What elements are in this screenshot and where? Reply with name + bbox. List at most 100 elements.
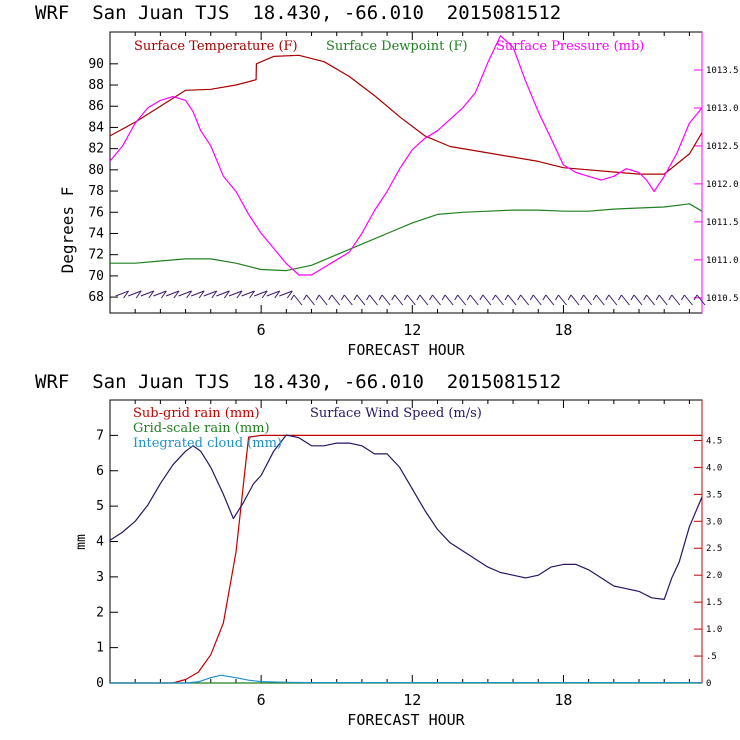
- wind-barb: [241, 290, 255, 299]
- p1-series-0-line: [109, 54, 703, 175]
- p2-x-tick-label: 18: [554, 691, 572, 709]
- p2-y-tick-label: 6: [96, 464, 104, 479]
- wind-barb: [429, 294, 441, 306]
- wind-barbs: [115, 290, 706, 306]
- wind-barb: [416, 294, 429, 306]
- wind-barb: [441, 294, 454, 306]
- p2-y2-tick-label: 1.5: [706, 598, 722, 608]
- wind-barb: [555, 294, 567, 306]
- wind-barb: [529, 294, 542, 306]
- p2-y2-tick-label: 1.0: [706, 625, 722, 635]
- wind-barb: [693, 294, 706, 306]
- p1-y-tick-label: 74: [88, 226, 104, 241]
- p1-y-tick-label: 78: [88, 184, 104, 199]
- p2-y-tick-label: 4: [96, 535, 104, 550]
- wind-barb: [266, 290, 281, 299]
- wind-barb: [140, 290, 155, 299]
- temperature-panel: WRF San Juan TJS 18.430, -66.010 2015081…: [35, 2, 739, 359]
- p2-y-tick-label: 5: [96, 499, 104, 514]
- p2-y2-tick-label: .5: [706, 652, 717, 662]
- legend-surface-dewpoint: Surface Dewpoint (F): [326, 39, 468, 54]
- panel1-title: WRF San Juan TJS 18.430, -66.010 2015081…: [35, 2, 561, 24]
- p1-x-tick-label: 12: [403, 321, 421, 339]
- p1-y-tick-label: 70: [88, 269, 104, 284]
- p2-y2-tick-label: 2.0: [706, 571, 722, 581]
- wind-barb: [115, 290, 130, 299]
- p2-y2-tick-label: 4.5: [706, 436, 722, 446]
- wind-barb: [216, 290, 230, 299]
- p2-series-0-line: [110, 434, 702, 684]
- p2-y2-tick-label: 2.5: [706, 544, 722, 554]
- p1-y2-tick-label: 1012.0: [706, 180, 739, 190]
- panel2-xlabel: FORECAST HOUR: [347, 711, 465, 729]
- wind-barb: [617, 294, 630, 306]
- wind-barb: [353, 294, 366, 306]
- wind-barb: [328, 294, 341, 306]
- wind-barb: [680, 294, 693, 306]
- legend-surface-wind-speed: Surface Wind Speed (m/s): [310, 406, 482, 421]
- wind-barb: [668, 294, 681, 306]
- p2-y2-tick-label: 3.5: [706, 490, 722, 500]
- panel1-series: [109, 35, 703, 276]
- p1-y-tick-label: 80: [88, 163, 104, 178]
- p1-x-tick-label: 6: [257, 321, 266, 339]
- wind-barb: [517, 294, 530, 306]
- p1-y-tick-label: 86: [88, 99, 104, 114]
- panel1-xlabel: FORECAST HOUR: [347, 341, 465, 359]
- wind-barb: [391, 294, 404, 306]
- wind-barb: [492, 294, 504, 306]
- wind-barb: [190, 290, 205, 299]
- wind-barb: [228, 290, 243, 299]
- p1-y2-tick-label: 1011.5: [706, 218, 739, 228]
- p2-y-tick-label: 7: [96, 428, 104, 443]
- wind-barb: [315, 294, 328, 306]
- wind-barb: [643, 294, 656, 306]
- wind-barb: [128, 290, 142, 299]
- p2-y-tick-label: 3: [96, 570, 104, 585]
- p1-y2-tick-label: 1013.5: [706, 66, 739, 76]
- panel2-series: [109, 434, 703, 684]
- p1-y2-tick-label: 1012.5: [706, 142, 739, 152]
- wind-barb: [567, 294, 580, 306]
- p2-y-tick-label: 2: [96, 605, 104, 620]
- p1-y2-tick-label: 1010.5: [706, 294, 739, 304]
- legend-integrated-cloud: Integrated cloud (mm): [133, 436, 282, 451]
- wind-barb: [630, 294, 643, 306]
- p2-y-tick-label: 0: [96, 676, 104, 691]
- p2-series-3-line: [109, 434, 703, 601]
- wind-barb: [253, 290, 268, 299]
- p2-x-tick-label: 6: [257, 691, 266, 709]
- wind-barb: [655, 294, 668, 306]
- precipitation-panel: WRF San Juan TJS 18.430, -66.010 2015081…: [35, 371, 722, 729]
- wind-barb: [178, 290, 192, 299]
- wind-barb: [542, 294, 555, 306]
- p1-y-tick-label: 90: [88, 57, 104, 72]
- p1-y-tick-label: 76: [88, 205, 104, 220]
- wind-barb: [580, 294, 593, 306]
- wind-barb: [592, 294, 605, 306]
- legend-subgrid-rain: Sub-grid rain (mm): [133, 406, 260, 421]
- p2-y2-tick-label: 0: [706, 679, 711, 689]
- wind-barb: [290, 294, 303, 306]
- wind-barb: [454, 294, 467, 306]
- panel2-title: WRF San Juan TJS 18.430, -66.010 2015081…: [35, 371, 561, 393]
- wind-barb: [165, 290, 180, 299]
- p1-x-tick-label: 18: [554, 321, 572, 339]
- wind-barb: [466, 294, 479, 306]
- wind-barb: [279, 290, 293, 299]
- p2-x-tick-label: 12: [403, 691, 421, 709]
- p1-y2-tick-label: 1013.0: [706, 104, 739, 114]
- panel1-ticks: 6 12 18 68 70 72 74 76 78 80 82 84 86 88 90 1010.5 1011.…: [88, 32, 739, 339]
- wind-barb: [203, 290, 218, 299]
- wind-barb: [504, 294, 517, 306]
- p2-y2-tick-label: 3.0: [706, 517, 722, 527]
- p1-y-tick-label: 72: [88, 248, 104, 263]
- p1-y-tick-label: 82: [88, 142, 104, 157]
- panel1-ylabel: Degrees F: [58, 187, 77, 274]
- wind-barb: [403, 294, 416, 306]
- p1-y-tick-label: 88: [88, 78, 104, 93]
- p2-series-2-line: [110, 674, 702, 684]
- panel2-ylabel: mm: [74, 534, 89, 550]
